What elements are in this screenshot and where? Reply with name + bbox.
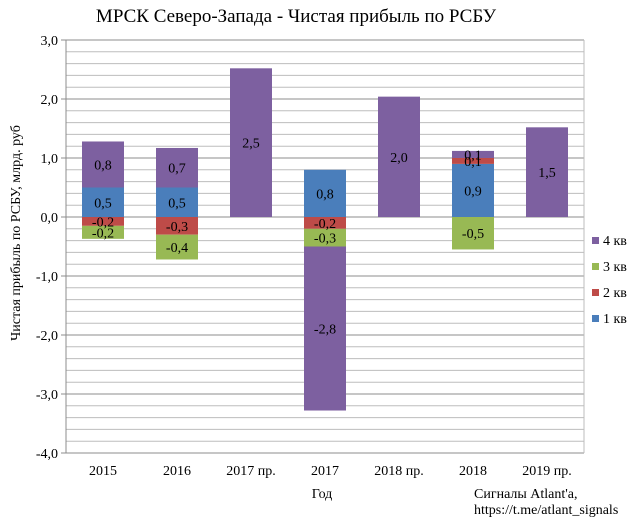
y-axis-ticks: 3,0 2,0 1,0 0,0 -1,0 -2,0 -3,0 -4,0 — [36, 34, 66, 462]
bars — [82, 68, 568, 411]
data-label: 2,0 — [390, 151, 408, 166]
y-tick-label: 0,0 — [41, 211, 59, 226]
bar-segment-2-кв — [82, 217, 124, 226]
data-label: 0,5 — [168, 196, 186, 211]
bar-segment-2-кв — [304, 217, 346, 229]
legend-label: 1 кв — [603, 312, 627, 327]
bar-segment-1-кв — [304, 169, 346, 217]
legend-swatch — [592, 263, 599, 270]
bar-segment-4-кв — [526, 127, 568, 217]
data-label: 2,5 — [242, 137, 260, 152]
legend-swatch — [592, 315, 599, 322]
data-label: -0,3 — [314, 232, 336, 247]
y-tick-label: -4,0 — [36, 447, 58, 462]
legend-label: 3 кв — [603, 260, 627, 275]
y-tick-label: -1,0 — [36, 270, 58, 285]
y-tick-label: -3,0 — [36, 388, 58, 403]
bar-segment-1-кв — [156, 187, 198, 217]
data-label: 0,8 — [316, 187, 334, 202]
legend-swatch — [592, 237, 599, 244]
data-label: -0,3 — [166, 220, 188, 235]
x-tick-label: 2019 пр. — [522, 464, 572, 479]
bar-segment-4-кв — [82, 141, 124, 188]
data-label: 0,1 — [464, 148, 482, 163]
y-tick-label: 1,0 — [41, 152, 59, 167]
data-label: -0,2 — [92, 215, 114, 230]
source-line-1: Сигналы Atlant'a, — [474, 487, 578, 502]
bar-segment-4-кв — [156, 147, 198, 188]
data-label: 1,5 — [538, 166, 556, 181]
data-label: 0,7 — [168, 162, 186, 177]
bar-segment-4-кв — [230, 68, 272, 217]
bar-segment-3-кв — [82, 225, 124, 239]
bar-segment-4-кв — [452, 150, 494, 158]
data-label: -0,2 — [92, 226, 114, 241]
legend-label: 4 кв — [603, 234, 627, 249]
bar-segment-2-кв — [452, 158, 494, 164]
y-axis-title: Чистая прибыль по РСБУ, млрд. руб — [9, 125, 24, 341]
data-label: -0,2 — [314, 217, 336, 232]
x-tick-label: 2016 — [163, 464, 191, 479]
bar-segment-1-кв — [452, 163, 494, 217]
x-tick-label: 2015 — [89, 464, 117, 479]
data-label: 0,9 — [464, 184, 482, 199]
x-tick-label: 2018 — [459, 464, 487, 479]
bar-labels: 0,5-0,2-0,20,80,5-0,3-0,40,72,50,8-0,2-0… — [92, 137, 556, 338]
source-line-2: https://t.me/atlant_signals — [474, 503, 618, 518]
x-tick-label: 2017 — [311, 464, 339, 479]
legend-label: 2 кв — [603, 286, 627, 301]
y-tick-label: 3,0 — [41, 34, 59, 49]
data-label: -2,8 — [314, 323, 336, 338]
y-tick-label: 2,0 — [41, 93, 59, 108]
data-label: 0,5 — [94, 196, 112, 211]
bar-segment-1-кв — [82, 187, 124, 217]
x-axis-ticks: 2015 2016 2017 пр. 2017 2018 пр. 2018 2019 пр. — [89, 464, 572, 479]
data-label: -0,4 — [166, 241, 188, 256]
bar-segment-4-кв — [378, 96, 420, 217]
data-label: -0,5 — [462, 227, 484, 242]
bar-segment-3-кв — [304, 228, 346, 247]
bar-segment-4-кв — [304, 246, 346, 411]
bar-segment-3-кв — [452, 217, 494, 250]
data-label: 0,1 — [464, 155, 482, 170]
legend: 4 кв 3 кв 2 кв 1 кв — [592, 234, 627, 327]
y-tick-label: -2,0 — [36, 329, 58, 344]
x-tick-label: 2017 пр. — [226, 464, 276, 479]
x-tick-label: 2018 пр. — [374, 464, 424, 479]
bar-segment-3-кв — [156, 234, 198, 260]
bar-segment-2-кв — [156, 217, 198, 235]
chart-title: МРСК Северо-Запада - Чистая прибыль по Р… — [96, 6, 497, 27]
x-axis-title: Год — [312, 487, 333, 502]
legend-swatch — [592, 289, 599, 296]
data-label: 0,8 — [94, 158, 112, 173]
